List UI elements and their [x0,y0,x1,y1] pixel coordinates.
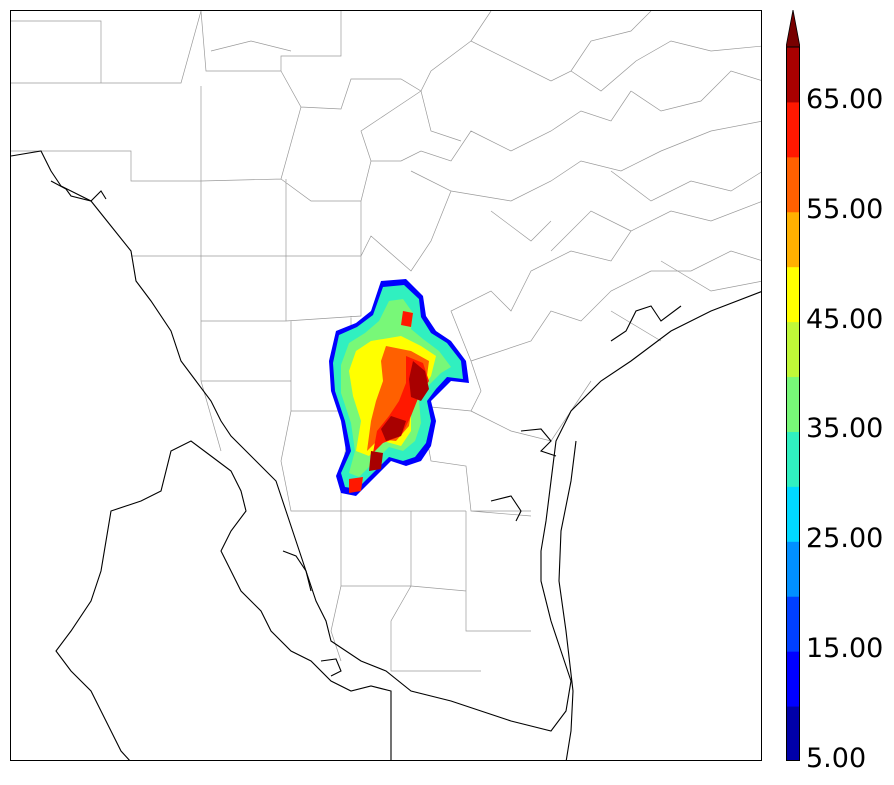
reflectivity-contour [409,361,429,401]
colorbar-segment [786,156,800,213]
coastline-and-border [11,150,761,760]
colorbar-segment [786,321,800,378]
reflectivity-contour [349,477,363,493]
colorbar-segment [786,431,800,487]
colorbar-segment [786,211,800,268]
colorbar-tick-label: 25.00 [806,523,884,555]
colorbar-tick-label: 55.00 [806,193,884,225]
colorbar-tick-label: 65.00 [806,83,884,115]
colorbar-segment [786,596,800,652]
colorbar-segment [786,541,800,597]
colorbar-tick-label: 35.00 [806,413,884,445]
colorbar-segment [786,486,800,542]
colorbar-segment [786,706,800,761]
colorbar-segment [786,47,800,103]
colorbar-segment [786,266,800,323]
colorbar-tick-label: 45.00 [806,303,884,335]
colorbar-segment [786,101,800,158]
county-lines [11,11,761,672]
colorbar-extension-arrow [786,10,800,48]
colorbar-outline [786,46,800,761]
reflectivity-contour [401,311,413,327]
reflectivity-field [329,279,469,496]
reflectivity-contour [369,451,383,471]
colorbar [786,10,800,761]
colorbar-tick-label: 5.00 [806,743,867,774]
map-canvas [11,11,761,760]
map-panel [10,10,762,761]
colorbar-segment [786,651,800,707]
reflectivity-contour [381,416,406,441]
colorbar-segment [786,376,800,432]
colorbar-tick-label: 15.00 [806,633,884,665]
